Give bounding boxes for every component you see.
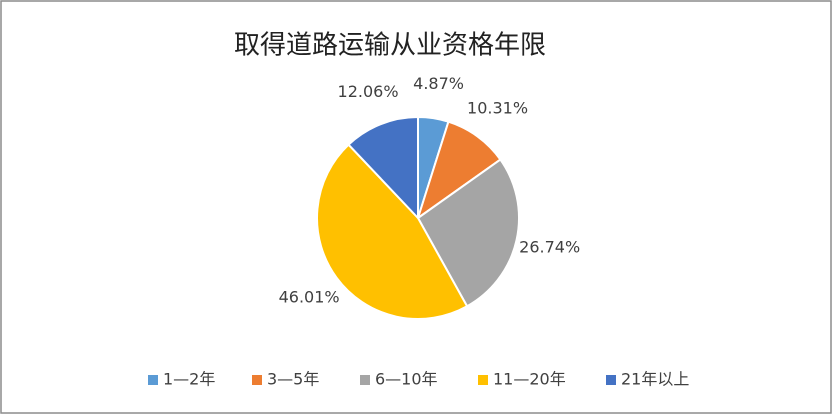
legend-swatch <box>478 375 488 385</box>
pie-slice <box>347 115 419 221</box>
legend-swatch <box>252 375 262 385</box>
legend-swatch <box>148 375 158 385</box>
data-label: 46.01% <box>279 287 340 306</box>
legend-label: 11—20年 <box>493 370 566 389</box>
legend-swatch <box>606 375 616 385</box>
legend-label: 1—2年 <box>163 370 215 389</box>
legend-label: 3—5年 <box>267 370 319 389</box>
pie-slice <box>416 158 520 308</box>
data-label: 4.87% <box>413 74 464 93</box>
data-label: 26.74% <box>519 237 580 256</box>
legend-label: 21年以上 <box>621 370 689 389</box>
chart-title: 取得道路运输从业资格年限 <box>234 31 546 61</box>
legend-swatch <box>360 375 370 385</box>
data-label: 12.06% <box>338 82 399 101</box>
data-label: 10.31% <box>467 98 528 117</box>
pie-slice <box>316 143 469 320</box>
legend-label: 6—10年 <box>375 370 438 389</box>
